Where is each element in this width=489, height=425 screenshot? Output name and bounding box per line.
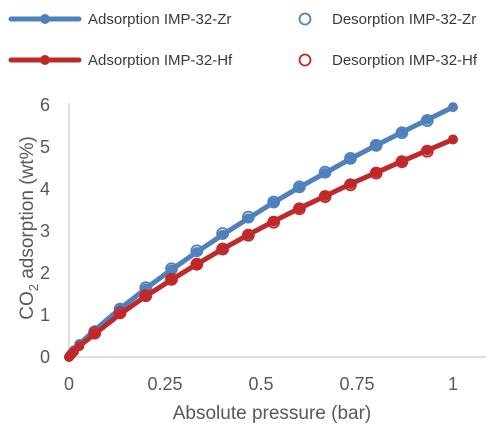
- data-point: [216, 227, 230, 240]
- data-point: [395, 155, 409, 169]
- data-point: [216, 242, 230, 256]
- data-point: [344, 151, 357, 165]
- data-point: [190, 244, 204, 258]
- data-point: [369, 166, 383, 180]
- data-point: [344, 178, 357, 192]
- data-point: [190, 257, 204, 271]
- legend-item: Desorption IMP-32-Zr: [298, 11, 476, 28]
- axes: [68, 103, 486, 358]
- legend: Adsorption IMP-32-Zr Desorption IMP-32-Zr…: [8, 11, 478, 69]
- data-point: [420, 114, 434, 127]
- legend-item: Desorption IMP-32-Hf: [298, 52, 478, 69]
- legend-marker: [298, 53, 312, 67]
- legend-marker: [40, 55, 50, 65]
- legend-marker: [40, 14, 50, 24]
- y-axis-label-rest: adsorption (wt%): [17, 136, 38, 284]
- series-line: [66, 136, 456, 360]
- data-point: [318, 190, 332, 203]
- data-point: [395, 126, 409, 140]
- data-point: [448, 102, 458, 113]
- data-point: [241, 228, 255, 242]
- y-tick-label: 2: [40, 263, 50, 283]
- legend-label: Adsorption IMP-32-Hf: [88, 52, 233, 69]
- data-point: [292, 180, 306, 194]
- legend-item: Adsorption IMP-32-Hf: [8, 52, 233, 69]
- data-point: [113, 306, 127, 320]
- legend-marker: [298, 12, 312, 26]
- series-line: [66, 104, 456, 360]
- x-tick-label: 1: [448, 374, 458, 394]
- y-tick-label: 5: [40, 137, 50, 157]
- tick-labels: 0 1 2 3 4 5 6 0 0.25 0.5 0.75 1: [40, 95, 458, 394]
- data-point: [371, 140, 382, 151]
- data-point: [448, 134, 458, 145]
- legend-label: Desorption IMP-32-Zr: [332, 11, 476, 28]
- data-point: [241, 210, 255, 224]
- x-tick-label: 0.5: [248, 374, 273, 394]
- data-point: [191, 259, 202, 270]
- data-point: [88, 326, 102, 340]
- data-point: [267, 215, 281, 229]
- y-tick-label: 4: [40, 179, 50, 199]
- x-tick-label: 0: [64, 374, 74, 394]
- x-axis-label: Absolute pressure (bar): [173, 403, 372, 424]
- y-tick-label: 0: [40, 347, 50, 367]
- legend-item: Adsorption IMP-32-Zr: [8, 11, 231, 28]
- data-point: [420, 144, 434, 158]
- data-point: [267, 195, 281, 209]
- y-tick-label: 3: [40, 221, 50, 241]
- series-adsorption-imp-32-hf: [64, 134, 458, 362]
- data-point: [74, 341, 85, 352]
- y-axis-label: CO2 adsorption (wt%): [17, 136, 41, 320]
- y-tick-label: 1: [40, 305, 50, 325]
- series-desorption-imp-32-hf: [88, 144, 434, 340]
- legend-label: Adsorption IMP-32-Zr: [88, 11, 231, 28]
- series-adsorption-imp-32-zr: [64, 102, 458, 362]
- data-point: [139, 289, 153, 303]
- x-tick-label: 0.25: [147, 374, 182, 394]
- plot-area: [64, 102, 458, 362]
- legend-label: Desorption IMP-32-Hf: [332, 52, 478, 69]
- y-axis-label-subscript: 2: [26, 284, 41, 291]
- y-tick-label: 6: [40, 95, 50, 115]
- data-point: [318, 165, 332, 179]
- x-tick-label: 0.75: [339, 374, 374, 394]
- y-axis-label-main: CO: [17, 291, 38, 320]
- data-point: [165, 272, 178, 286]
- data-point: [217, 244, 228, 255]
- data-point: [292, 202, 306, 216]
- data-point: [369, 138, 383, 152]
